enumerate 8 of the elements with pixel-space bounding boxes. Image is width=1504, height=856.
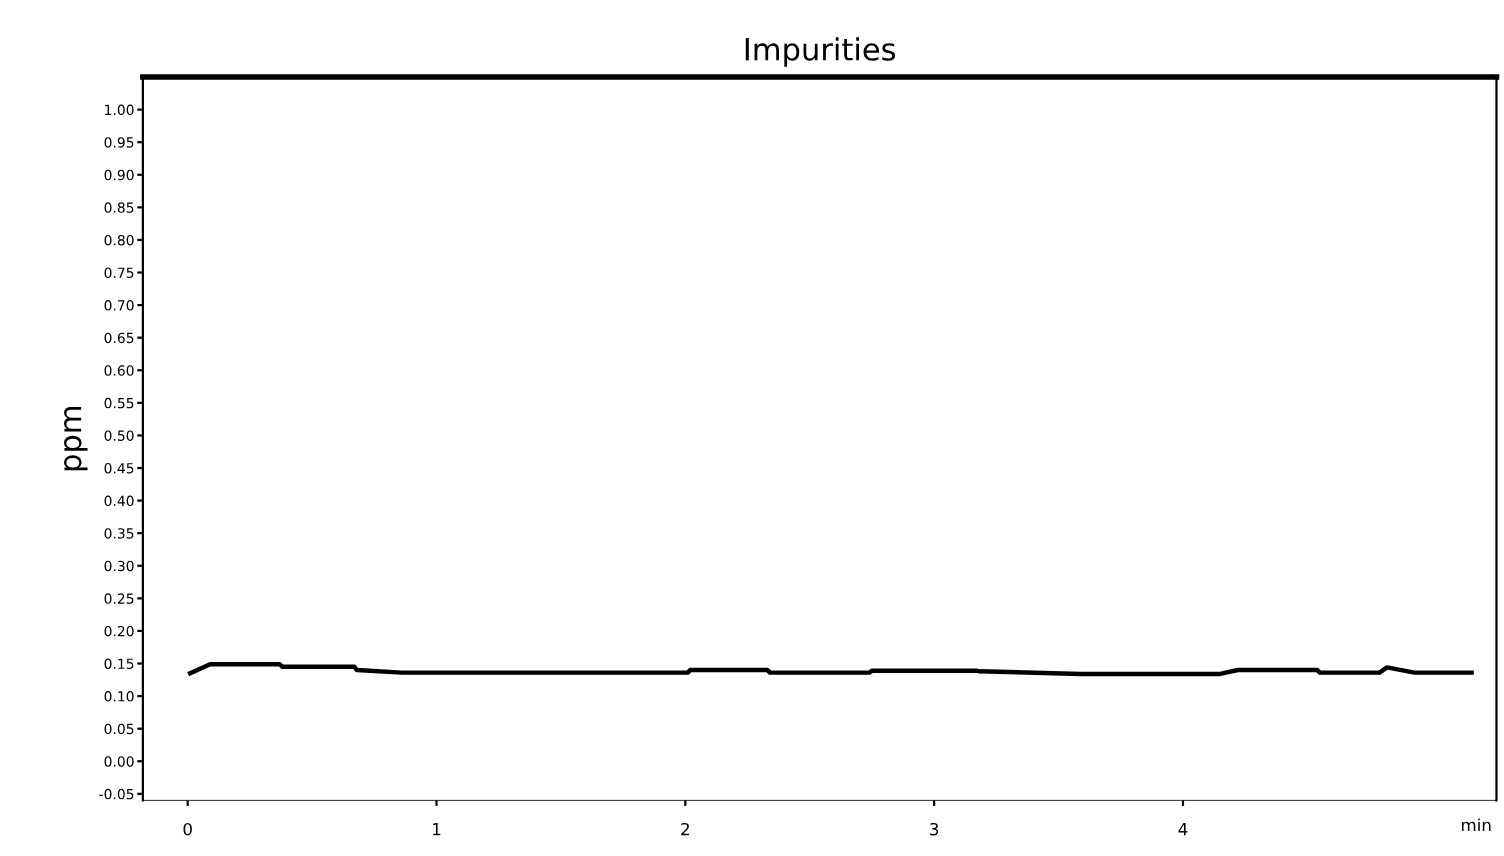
x-tick-label: 3 xyxy=(930,822,939,836)
chart-title: Impurities xyxy=(745,37,896,67)
x-axis-title: min xyxy=(1461,818,1491,832)
x-tick-label: 2 xyxy=(681,822,689,836)
x-tick-label: 1 xyxy=(433,823,441,836)
x-tick-label: 0 xyxy=(183,822,192,836)
y-axis-title: ppm xyxy=(64,407,88,471)
x-tick-label: 4 xyxy=(1178,823,1188,836)
